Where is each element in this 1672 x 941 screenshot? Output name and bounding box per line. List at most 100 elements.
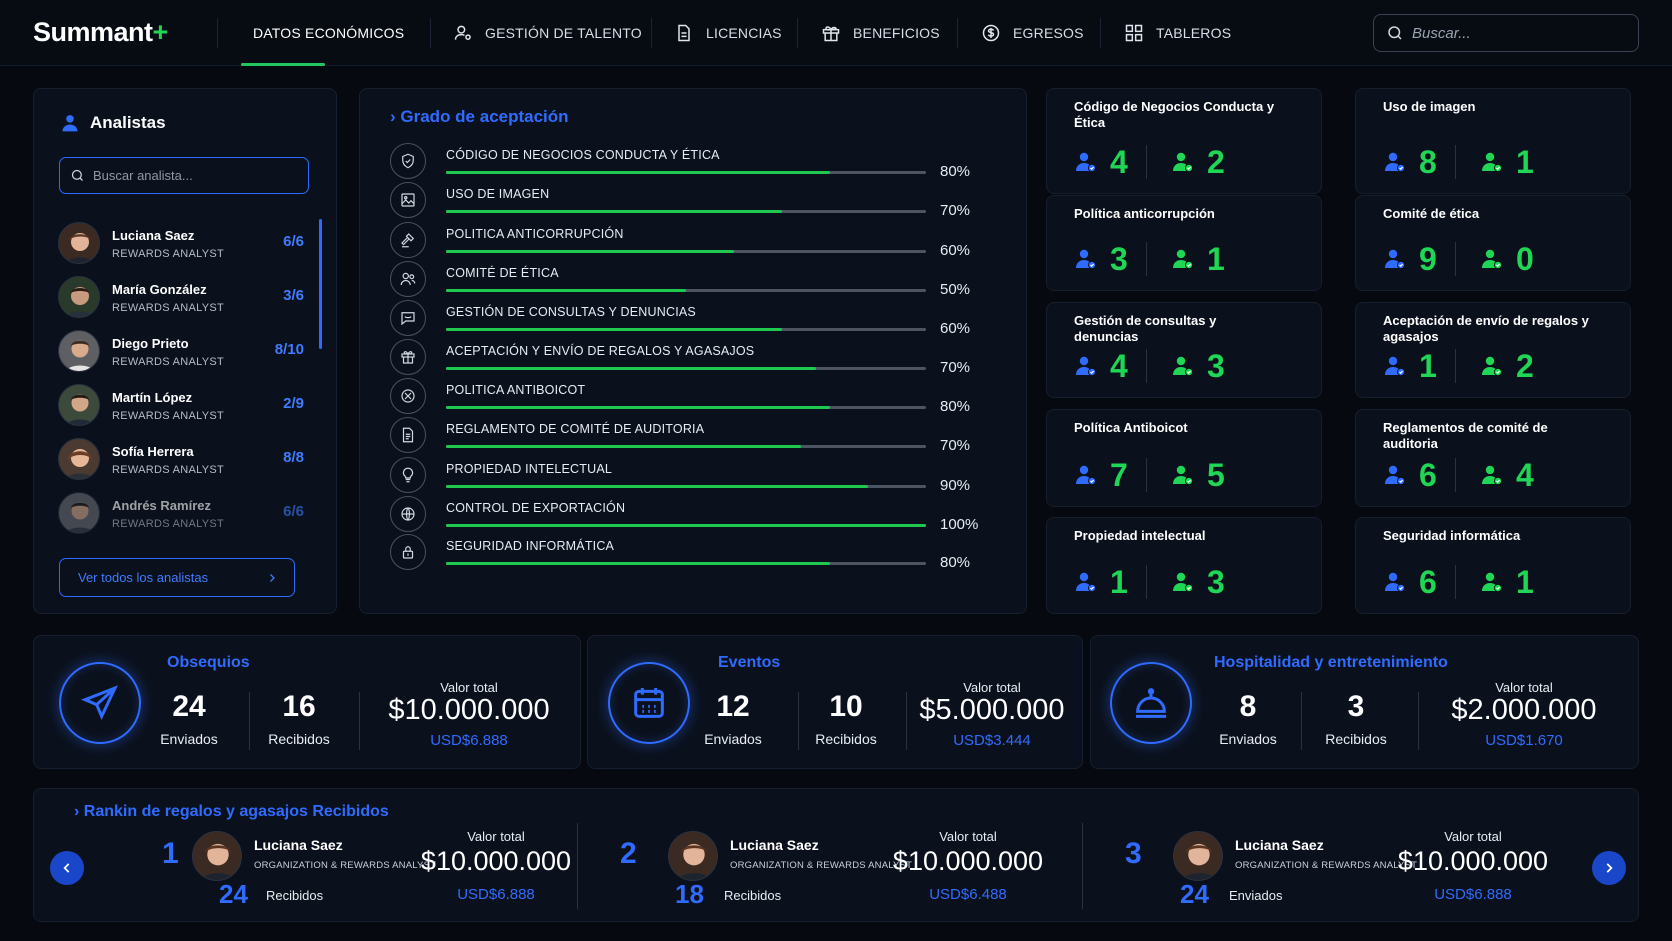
total-value: $2.000.000: [1451, 694, 1597, 726]
analyst-row[interactable]: Sofía Herrera REWARDS ANALYST 8/8: [58, 435, 304, 483]
calendar-icon: [634, 688, 664, 718]
progress-fill: [446, 210, 782, 213]
total-value: $10.000.000: [1397, 846, 1549, 876]
progress-track: [446, 445, 926, 448]
analyst-search[interactable]: [59, 157, 309, 194]
analyst-search-input[interactable]: [93, 168, 293, 183]
global-search[interactable]: [1373, 14, 1639, 52]
sent-label: Enviados: [704, 731, 762, 747]
search-input[interactable]: [1412, 24, 1622, 42]
chat-icon: [401, 312, 415, 326]
summary-title: Eventos: [718, 654, 781, 671]
policy-card[interactable]: Seguridad informática 6 1: [1355, 517, 1631, 614]
policy-count-a: 3: [1110, 241, 1128, 277]
summary-eventos: Eventos 12 Enviados 10 Recibidos Valor t…: [587, 635, 1083, 769]
app-logo[interactable]: Summant+: [33, 17, 168, 47]
policy-card[interactable]: Código de Negocios Conducta y Ética 4 2: [1046, 88, 1322, 194]
progress-track: [446, 562, 926, 565]
analyst-name: Sofía Herrera: [112, 444, 194, 459]
summary-title: Obsequios: [167, 654, 250, 671]
ranking-role: ORGANIZATION & REWARDS ANALYST: [254, 860, 437, 871]
acceptance-icon-circle: [390, 261, 426, 297]
value-label: Valor total: [963, 680, 1021, 695]
value-label: Valor total: [440, 680, 498, 695]
policy-count-b: 4: [1516, 457, 1534, 493]
summary-hospitalidad: Hospitalidad y entretenimiento 8 Enviado…: [1090, 635, 1639, 769]
ban-icon: [401, 389, 415, 403]
nav-tab-datos-economicos[interactable]: DATOS ECONÓMICOS: [241, 0, 404, 66]
globe-icon: [401, 507, 415, 521]
nav-tab-tableros[interactable]: TABLEROS: [1124, 0, 1231, 66]
ranking-next-button[interactable]: [1592, 851, 1626, 885]
nav-tab-gestion-talento[interactable]: GESTIÓN DE TALENTO: [453, 0, 642, 66]
rank-number: 3: [1125, 837, 1142, 870]
analyst-role: REWARDS ANALYST: [112, 518, 225, 530]
rank-number: 1: [162, 837, 179, 870]
analyst-row[interactable]: Andrés Ramírez REWARDS ANALYST 6/6: [58, 489, 304, 537]
analyst-row[interactable]: Diego Prieto REWARDS ANALYST 8/10: [58, 327, 304, 375]
received-count: 10: [829, 690, 863, 723]
search-icon: [71, 169, 83, 181]
progress-fill: [446, 367, 816, 370]
policy-card[interactable]: Política Antiboicot 7 5: [1046, 409, 1322, 507]
avatar: [58, 492, 100, 534]
nav-tab-egresos[interactable]: EGRESOS: [981, 0, 1084, 66]
received-label: Recibidos: [1325, 731, 1387, 747]
acceptance-percent: 80%: [940, 398, 971, 415]
progress-track: [446, 250, 926, 253]
active-tab-indicator: [241, 63, 325, 66]
policy-card[interactable]: Política anticorrupción 3 1: [1046, 195, 1322, 291]
summary-obsequios: Obsequios 24 Enviados 16 Recibidos Valor…: [33, 635, 581, 769]
user-icon: [62, 115, 78, 132]
person-check-icon: [1076, 152, 1096, 172]
ranking-role: ORGANIZATION & REWARDS ANALYST: [1235, 860, 1418, 871]
value-label: Valor total: [1495, 680, 1553, 695]
nav-tab-licencias[interactable]: LICENCIAS: [674, 0, 782, 66]
policy-card[interactable]: Comité de ética 9 0: [1355, 195, 1631, 291]
gavel-icon: [401, 233, 415, 248]
ranking-count-label: Enviados: [1229, 888, 1283, 903]
acceptance-row: COMITÉ DE ÉTICA 50%: [390, 259, 985, 299]
policy-card[interactable]: Aceptación de envío de regalos y agasajo…: [1355, 302, 1631, 398]
total-value: $10.000.000: [892, 846, 1044, 876]
person-check-icon: [1076, 249, 1096, 269]
view-all-analysts-button[interactable]: Ver todos los analistas: [59, 558, 295, 597]
person-check-icon: [1482, 465, 1502, 485]
nav-tab-beneficios[interactable]: BENEFICIOS: [821, 0, 940, 66]
acceptance-percent: 60%: [940, 242, 971, 259]
acceptance-row: REGLAMENTO DE COMITÉ DE AUDITORIA 70%: [390, 415, 985, 455]
analyst-score: 6/6: [283, 233, 304, 250]
policy-card[interactable]: Reglamentos de comité de auditoria 6 4: [1355, 409, 1631, 507]
policy-count-b: 3: [1207, 348, 1225, 384]
policy-card-title: Política Antiboicot: [1074, 420, 1188, 435]
acceptance-percent: 60%: [940, 320, 971, 337]
analyst-row[interactable]: María González REWARDS ANALYST 3/6: [58, 273, 304, 321]
ranking-role: ORGANIZATION & REWARDS ANALYST: [730, 860, 913, 871]
list-scrollbar[interactable]: [319, 219, 322, 349]
ranking-panel: › Rankin de regalos y agasajos Recibidos…: [33, 788, 1639, 922]
policy-card[interactable]: Gestión de consultas y denuncias 4 3: [1046, 302, 1322, 398]
policy-count-b: 5: [1207, 457, 1225, 493]
avatar: [58, 276, 100, 318]
ranking-prev-button[interactable]: [50, 851, 84, 885]
policy-count-b: 0: [1516, 241, 1534, 277]
chevron-right-icon: [270, 573, 275, 582]
analyst-role: REWARDS ANALYST: [112, 410, 225, 422]
received-label: Recibidos: [815, 731, 877, 747]
person-check-icon: [1173, 572, 1193, 592]
policy-card[interactable]: Uso de imagen 8 1: [1355, 88, 1631, 194]
search-icon: [1388, 26, 1402, 40]
analyst-row[interactable]: Luciana Saez REWARDS ANALYST 6/6: [58, 219, 304, 267]
progress-track: [446, 367, 926, 370]
usd-value: USD$6.888: [457, 886, 535, 903]
analyst-role: REWARDS ANALYST: [112, 248, 225, 260]
policy-card[interactable]: Propiedad intelectual 1 3: [1046, 517, 1322, 614]
acceptance-label: POLITICA ANTICORRUPCIÓN: [446, 227, 624, 241]
user-settings-icon: [454, 25, 471, 41]
analyst-row[interactable]: Martín López REWARDS ANALYST 2/9: [58, 381, 304, 429]
